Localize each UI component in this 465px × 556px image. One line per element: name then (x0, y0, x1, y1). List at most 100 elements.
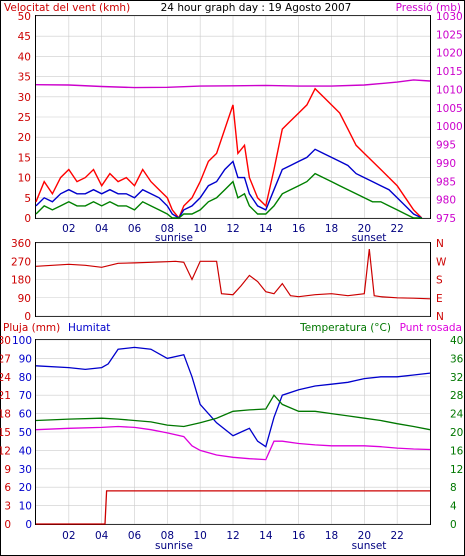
y-right-tick-label: 1005 (436, 103, 463, 115)
temperature-axis-label: Temperatura (°C) (299, 322, 391, 334)
series-line (35, 172, 422, 219)
x-tick-label: 16 (292, 223, 306, 235)
y-right-tick-label: 1010 (436, 84, 463, 96)
compass-tick-label: S (436, 275, 443, 287)
y-right-tick-label: 1025 (436, 29, 463, 41)
rain-tick-label: 18 (0, 409, 11, 421)
humidity-tick-label: 80 (19, 372, 32, 384)
x-tick-label: 08 (161, 530, 174, 542)
x-tick-label: 22 (390, 530, 403, 542)
series-line (35, 346, 431, 448)
temperature-tick-label: 16 (450, 445, 464, 457)
y-tick-label: 35 (18, 72, 31, 84)
x-tick-label: 22 (390, 223, 403, 235)
humidity-axis-label: Humitat (68, 322, 110, 334)
temperature-tick-label: 8 (450, 482, 457, 494)
dew-point-axis-label: Punt rosada (400, 322, 462, 334)
rain-tick-label: 30 (0, 335, 11, 347)
temperature-tick-label: 12 (450, 464, 463, 476)
y-tick-label: 30 (18, 92, 31, 104)
humidity-tick-label: 50 (19, 427, 32, 439)
temperature-tick-label: 24 (450, 409, 464, 421)
y-right-tick-label: 975 (436, 213, 456, 225)
x-tick-label: 18 (325, 530, 338, 542)
x-tick-label: 20 (358, 223, 371, 235)
y-right-tick-label: 1030 (436, 11, 463, 23)
humidity-tick-label: 70 (19, 390, 32, 402)
series-line (35, 148, 423, 219)
x-tick-label: 04 (95, 223, 109, 235)
x-tick-label: 16 (292, 530, 306, 542)
humidity-tick-label: 90 (19, 353, 32, 365)
x-tick-label: 10 (193, 530, 206, 542)
x-tick-label: 12 (226, 530, 239, 542)
x-tick-label: 20 (358, 530, 371, 542)
series-line (35, 79, 431, 89)
rain-tick-label: 15 (0, 427, 11, 439)
temperature-tick-label: 20 (450, 427, 463, 439)
compass-tick-label: W (436, 256, 447, 268)
pressure-axis-label: Pressió (mb) (396, 2, 461, 14)
x-tick-label: 18 (325, 223, 338, 235)
sunrise-label: sunrise (155, 232, 193, 244)
y-right-tick-label: 1000 (436, 121, 463, 133)
x-tick-label: 14 (259, 223, 273, 235)
x-tick-label: 02 (62, 223, 75, 235)
temperature-tick-label: 40 (450, 335, 463, 347)
temperature-tick-label: 28 (450, 390, 463, 402)
y-tick-label: 0 (24, 213, 31, 225)
x-tick-label: 04 (95, 530, 109, 542)
sunset-label-bottom: sunset (352, 540, 387, 552)
temperature-tick-label: 36 (450, 353, 464, 365)
rain-tick-label: 3 (4, 501, 11, 513)
y-right-tick-label: 980 (436, 195, 456, 207)
y-tick-label: 10 (18, 173, 31, 185)
x-tick-label: 10 (193, 223, 206, 235)
humidity-tick-label: 30 (19, 464, 32, 476)
humidity-tick-label: 60 (19, 409, 32, 421)
wind-speed-axis-label: Velocitat del vent (kmh) (4, 2, 130, 14)
temperature-tick-label: 4 (450, 501, 457, 513)
compass-tick-label: E (436, 293, 443, 305)
rain-tick-label: 0 (4, 519, 11, 531)
rain-tick-label: 12 (0, 445, 11, 457)
rain-tick-label: 24 (0, 372, 11, 384)
y-right-tick-label: 990 (436, 158, 456, 170)
series-line (35, 249, 431, 300)
x-tick-label: 14 (259, 530, 273, 542)
direction-panel: 0 N 90 E 180 S 270 W 360 N (11, 238, 447, 323)
humidity-tick-label: 40 (19, 445, 32, 457)
y-right-tick-label: 1015 (436, 66, 463, 78)
y-tick-label: 15 (18, 152, 31, 164)
humidity-tick-label: 100 (12, 335, 32, 347)
temperature-tick-label: 32 (450, 372, 463, 384)
compass-tick-label: N (436, 238, 444, 250)
temperature-tick-label: 0 (450, 519, 457, 531)
rain-tick-label: 9 (4, 464, 11, 476)
humidity-tick-label: 20 (19, 482, 32, 494)
sunset-label: sunset (352, 232, 387, 244)
series-line (35, 425, 431, 461)
series-line (35, 87, 423, 220)
y-tick-label: 20 (18, 132, 31, 144)
y-tick-label: 5 (24, 193, 31, 205)
humidity-tick-label: 10 (19, 501, 32, 513)
y-tick-label: 25 (18, 112, 31, 124)
compass-tick-label: N (436, 311, 444, 323)
y-tick-label: 0 (24, 311, 31, 323)
rain-axis-label: Pluja (mm) (3, 322, 60, 334)
x-tick-label: 08 (161, 223, 174, 235)
humidity-tick-label: 0 (25, 519, 32, 531)
y-right-tick-label: 995 (436, 140, 456, 152)
y-tick-label: 40 (18, 51, 31, 63)
rain-tick-label: 6 (4, 482, 11, 494)
wind-panel: Velocitat del vent (kmh) 24 hour graph d… (4, 2, 463, 244)
rain-tick-label: 27 (0, 353, 11, 365)
y-tick-label: 270 (11, 256, 31, 268)
x-tick-label: 06 (128, 530, 142, 542)
series-line (35, 394, 431, 431)
x-tick-label: 06 (128, 223, 142, 235)
y-tick-label: 45 (18, 31, 31, 43)
y-tick-label: 90 (18, 293, 31, 305)
